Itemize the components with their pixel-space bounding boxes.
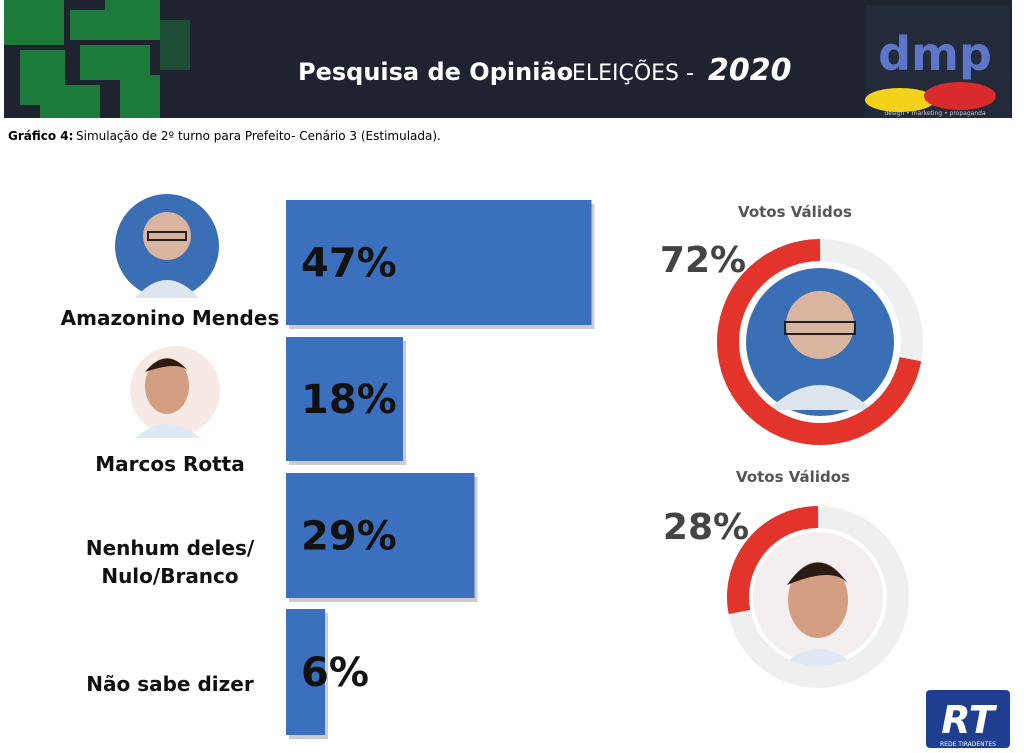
donut-arc bbox=[717, 239, 922, 445]
footer-logo-name: REDE TIRADENTES bbox=[940, 741, 996, 748]
header-title: Pesquisa de Opinião bbox=[298, 58, 573, 86]
value-label: 6% bbox=[301, 650, 369, 696]
logo-tagline: design • marketing • propaganda bbox=[884, 110, 986, 117]
bar bbox=[286, 200, 592, 325]
donut-title: Votos Válidos bbox=[736, 468, 850, 486]
donut-arc bbox=[727, 506, 819, 615]
photo bbox=[115, 194, 219, 298]
photo bbox=[753, 532, 883, 668]
photo bbox=[746, 268, 894, 416]
bar bbox=[286, 473, 475, 598]
header-year: 2020 bbox=[708, 53, 792, 88]
value-label: 47% bbox=[301, 241, 397, 287]
header-band bbox=[4, 0, 1012, 118]
donut-title: Votos Válidos bbox=[738, 203, 852, 221]
footer-logo-bg bbox=[926, 690, 1010, 748]
header-subtitle: - ELEIÇÕES - bbox=[557, 59, 694, 86]
donut-value-label: 28% bbox=[663, 507, 749, 548]
logo: dmp bbox=[878, 27, 992, 81]
value-label: 29% bbox=[301, 514, 397, 560]
logo-shape bbox=[924, 82, 996, 110]
donut-value-label: 72% bbox=[660, 240, 746, 281]
value-label: 18% bbox=[301, 377, 397, 423]
bar bbox=[286, 337, 403, 461]
header-pattern bbox=[4, 0, 190, 118]
category-label: Nenhum deles/ Nulo/Branco bbox=[85, 536, 255, 588]
caption-label: Gráfico 4: bbox=[8, 129, 73, 143]
caption-text: Simulação de 2º turno para Prefeito- Cen… bbox=[76, 129, 441, 143]
photo bbox=[130, 346, 220, 438]
footer-logo: RT bbox=[941, 698, 998, 742]
bar bbox=[286, 609, 325, 735]
logo-shape bbox=[865, 88, 935, 112]
category-label: Não sabe dizer bbox=[86, 672, 254, 696]
category-label: Amazonino Mendes bbox=[60, 306, 280, 330]
category-label: Marcos Rotta bbox=[95, 452, 245, 476]
